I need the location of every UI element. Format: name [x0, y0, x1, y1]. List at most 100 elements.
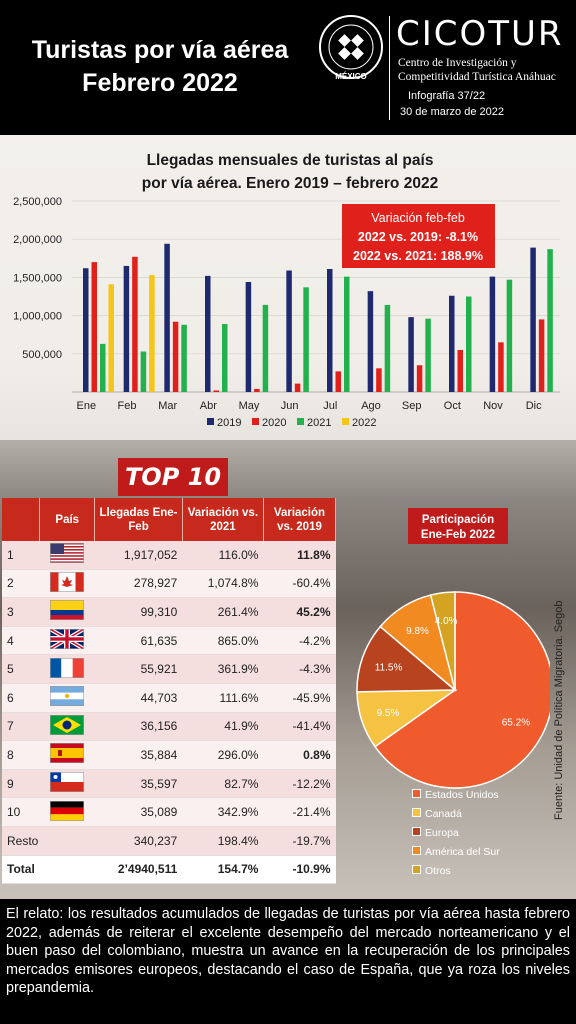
var-2021-cell: 361.9% [182, 654, 264, 684]
bar-2021-dic [547, 249, 553, 392]
pie-title-line-2: Ene-Feb 2022 [421, 529, 495, 541]
var-2019-cell: 45.2% [263, 597, 336, 627]
us-flag [50, 543, 85, 564]
rank-cell: 7 [2, 712, 40, 742]
table-row: 3 99,310 261.4% 45.2% [2, 597, 336, 627]
flag-cell [39, 797, 95, 827]
monthly-arrivals-chart: Llegadas mensuales de turistas al país po… [0, 135, 576, 440]
fr-flag [50, 657, 85, 678]
table-header-row: País Llegadas Ene-Feb Variación vs. 2021… [2, 498, 337, 541]
bar-2019-dic [530, 247, 536, 392]
legend-swatch-2022 [342, 418, 349, 425]
total-var-2019-cell: -10.9% [263, 855, 336, 885]
legend-label-2021: 2021 [307, 417, 331, 429]
x-tick-label: Jul [323, 400, 337, 412]
table-row: 4 61,635 865.0% -4.2% [2, 626, 336, 656]
bar-2020-oct [457, 349, 463, 392]
pie-title-box [408, 508, 508, 544]
bar-2020-ene [91, 262, 97, 392]
bar-2021-sep [425, 318, 431, 392]
var-2019-cell: -60.4% [263, 569, 336, 599]
pie-slice-europa [356, 625, 457, 693]
variation-line-2: 2022 vs. 2019: -8.1% [358, 230, 478, 244]
table-row: 1 1,917,052 116.0% 11.8% [2, 541, 336, 570]
bar-2021-mar [181, 324, 187, 392]
bar-2020-mar [172, 321, 179, 392]
flag-cell [39, 683, 95, 713]
flag-cell [39, 740, 95, 770]
y-tick-label: 2,500,000 [13, 196, 62, 208]
bar-2021-may [262, 304, 269, 392]
var-2019-cell: 11.8% [263, 541, 336, 570]
rest-var-2019-cell: -19.7% [263, 826, 336, 856]
arrivals-cell: 278,927 [94, 569, 183, 599]
ca-flag [50, 571, 85, 592]
header-rank [2, 498, 41, 541]
chart-title-line-2: por vía aérea. Enero 2019 – febrero 2022 [142, 175, 438, 192]
table-row: 10 35,089 342.9% -21.4% [2, 797, 336, 827]
legend-label: Europa [425, 827, 459, 839]
header-var-2021: Variación vs. 2021 [182, 498, 264, 541]
rest-var-2021-cell: 198.4% [182, 826, 264, 856]
x-tick-label: May [239, 400, 260, 412]
brand-subtitle-line-1: Centro de Investigación y [398, 57, 517, 69]
bar-2022-feb [149, 275, 155, 392]
legend-item: América del Sur [412, 843, 500, 862]
legend-label: Otros [425, 865, 451, 877]
bar-2021-jun [303, 287, 309, 392]
pie-slice-label: 9.8% [406, 626, 429, 637]
pie-slice-otros [429, 591, 456, 691]
var-2021-cell: 82.7% [182, 769, 264, 799]
pie-slice-label: 4.0% [435, 616, 458, 627]
total-row: Total 2’4940,511 154.7% -10.9% [2, 855, 336, 885]
x-tick-label: Ene [77, 400, 97, 412]
br-flag [50, 714, 85, 735]
header-arrivals: Llegadas Ene-Feb [94, 498, 183, 541]
bar-2020-sep [416, 365, 423, 392]
y-tick-label: 1,500,000 [13, 272, 62, 284]
total-var-2021-cell: 154.7% [182, 855, 264, 885]
pie-slice-label: 9.5% [377, 708, 400, 719]
flag-cell [39, 654, 95, 684]
legend-swatch [412, 789, 421, 798]
var-2019-cell: -4.3% [263, 654, 336, 684]
rest-row: Resto 340,237 198.4% -19.7% [2, 826, 336, 856]
bar-2019-nov [489, 276, 496, 392]
publication-date: 30 de marzo de 2022 [400, 106, 504, 118]
bar-2020-may [254, 388, 260, 392]
bar-2021-feb [140, 351, 147, 392]
arrivals-cell: 35,884 [94, 740, 183, 770]
legend-swatch-2021 [297, 418, 304, 425]
pie-legend: Estados Unidos Canadá Europa América del Su… [412, 786, 500, 881]
legend-swatch [412, 865, 421, 874]
rest-arrivals-cell: 340,237 [94, 826, 183, 856]
header-divider [389, 16, 390, 120]
bar-2021-oct [466, 296, 472, 392]
title-line-2: Febrero 2022 [82, 69, 238, 97]
rank-cell: 3 [2, 597, 40, 627]
legend-item: Otros [412, 862, 500, 881]
legend-label: Canadá [425, 808, 462, 820]
source-note: Fuente: Unidad de Política Migratoria. S… [553, 600, 565, 820]
pie-slice-estados-unidos [373, 591, 550, 789]
legend-swatch [412, 808, 421, 817]
header: Turistas por vía aérea Febrero 2022 MÉXI… [0, 0, 576, 135]
x-tick-label: Nov [483, 400, 503, 412]
table-row: 9 35,597 82.7% -12.2% [2, 769, 336, 799]
arrivals-cell: 1,917,052 [94, 541, 183, 570]
bar-2021-abr [222, 324, 228, 392]
legend-swatch [412, 827, 421, 836]
legend-label-2020: 2020 [262, 417, 286, 429]
bar-2019-abr [205, 275, 211, 392]
table-row: 5 55,921 361.9% -4.3% [2, 654, 336, 684]
table-row: 2 278,927 1,074.8% -60.4% [2, 569, 336, 599]
bar-2019-feb [123, 265, 130, 392]
de-flag [50, 800, 85, 821]
var-2019-cell: -45.9% [263, 683, 336, 713]
bar-2019-may [245, 281, 252, 392]
seal-label: MÉXICO [335, 72, 367, 81]
top10-table: País Llegadas Ene-Feb Variación vs. 2021… [2, 498, 337, 885]
var-2021-cell: 111.6% [182, 683, 264, 713]
legend-swatch [412, 846, 421, 855]
flag-cell [39, 769, 95, 799]
